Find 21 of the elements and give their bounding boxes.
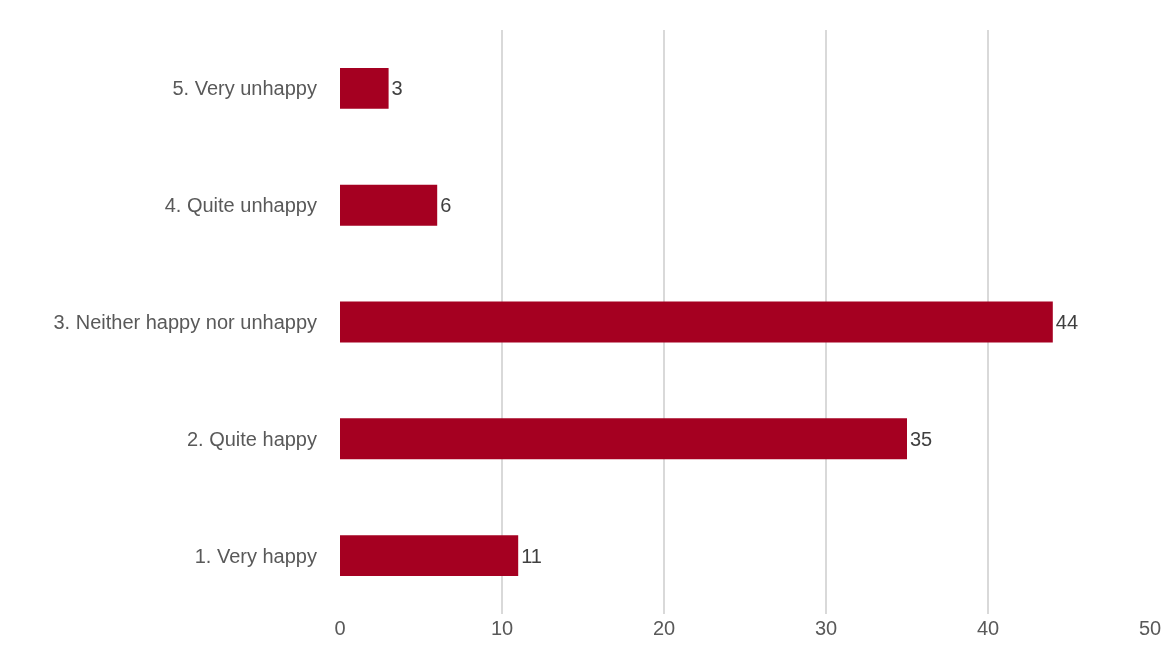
data-label: 35 <box>910 427 933 450</box>
x-tick-label: 10 <box>490 617 514 639</box>
y-tick-label: 2. Quite happy <box>186 427 317 450</box>
y-tick-label: 3. Neither happy nor unhappy <box>53 311 317 333</box>
bar <box>340 301 1053 343</box>
bar <box>340 67 389 109</box>
bar <box>340 418 907 460</box>
x-tick-label: 20 <box>652 617 676 639</box>
x-tick-label: 0 <box>334 617 346 639</box>
x-tick-label: 40 <box>976 617 1000 639</box>
data-label: 11 <box>521 544 542 567</box>
data-label: 3 <box>391 77 403 100</box>
x-tick-label: 50 <box>1138 617 1162 639</box>
x-tick-label: 30 <box>814 617 838 639</box>
bar <box>340 535 519 577</box>
bar <box>340 184 438 226</box>
y-tick-label: 5. Very unhappy <box>172 77 317 100</box>
data-label: 44 <box>1055 311 1079 333</box>
y-tick-label: 1. Very happy <box>194 544 317 567</box>
y-tick-label: 4. Quite unhappy <box>164 194 317 217</box>
data-label: 6 <box>440 194 452 217</box>
